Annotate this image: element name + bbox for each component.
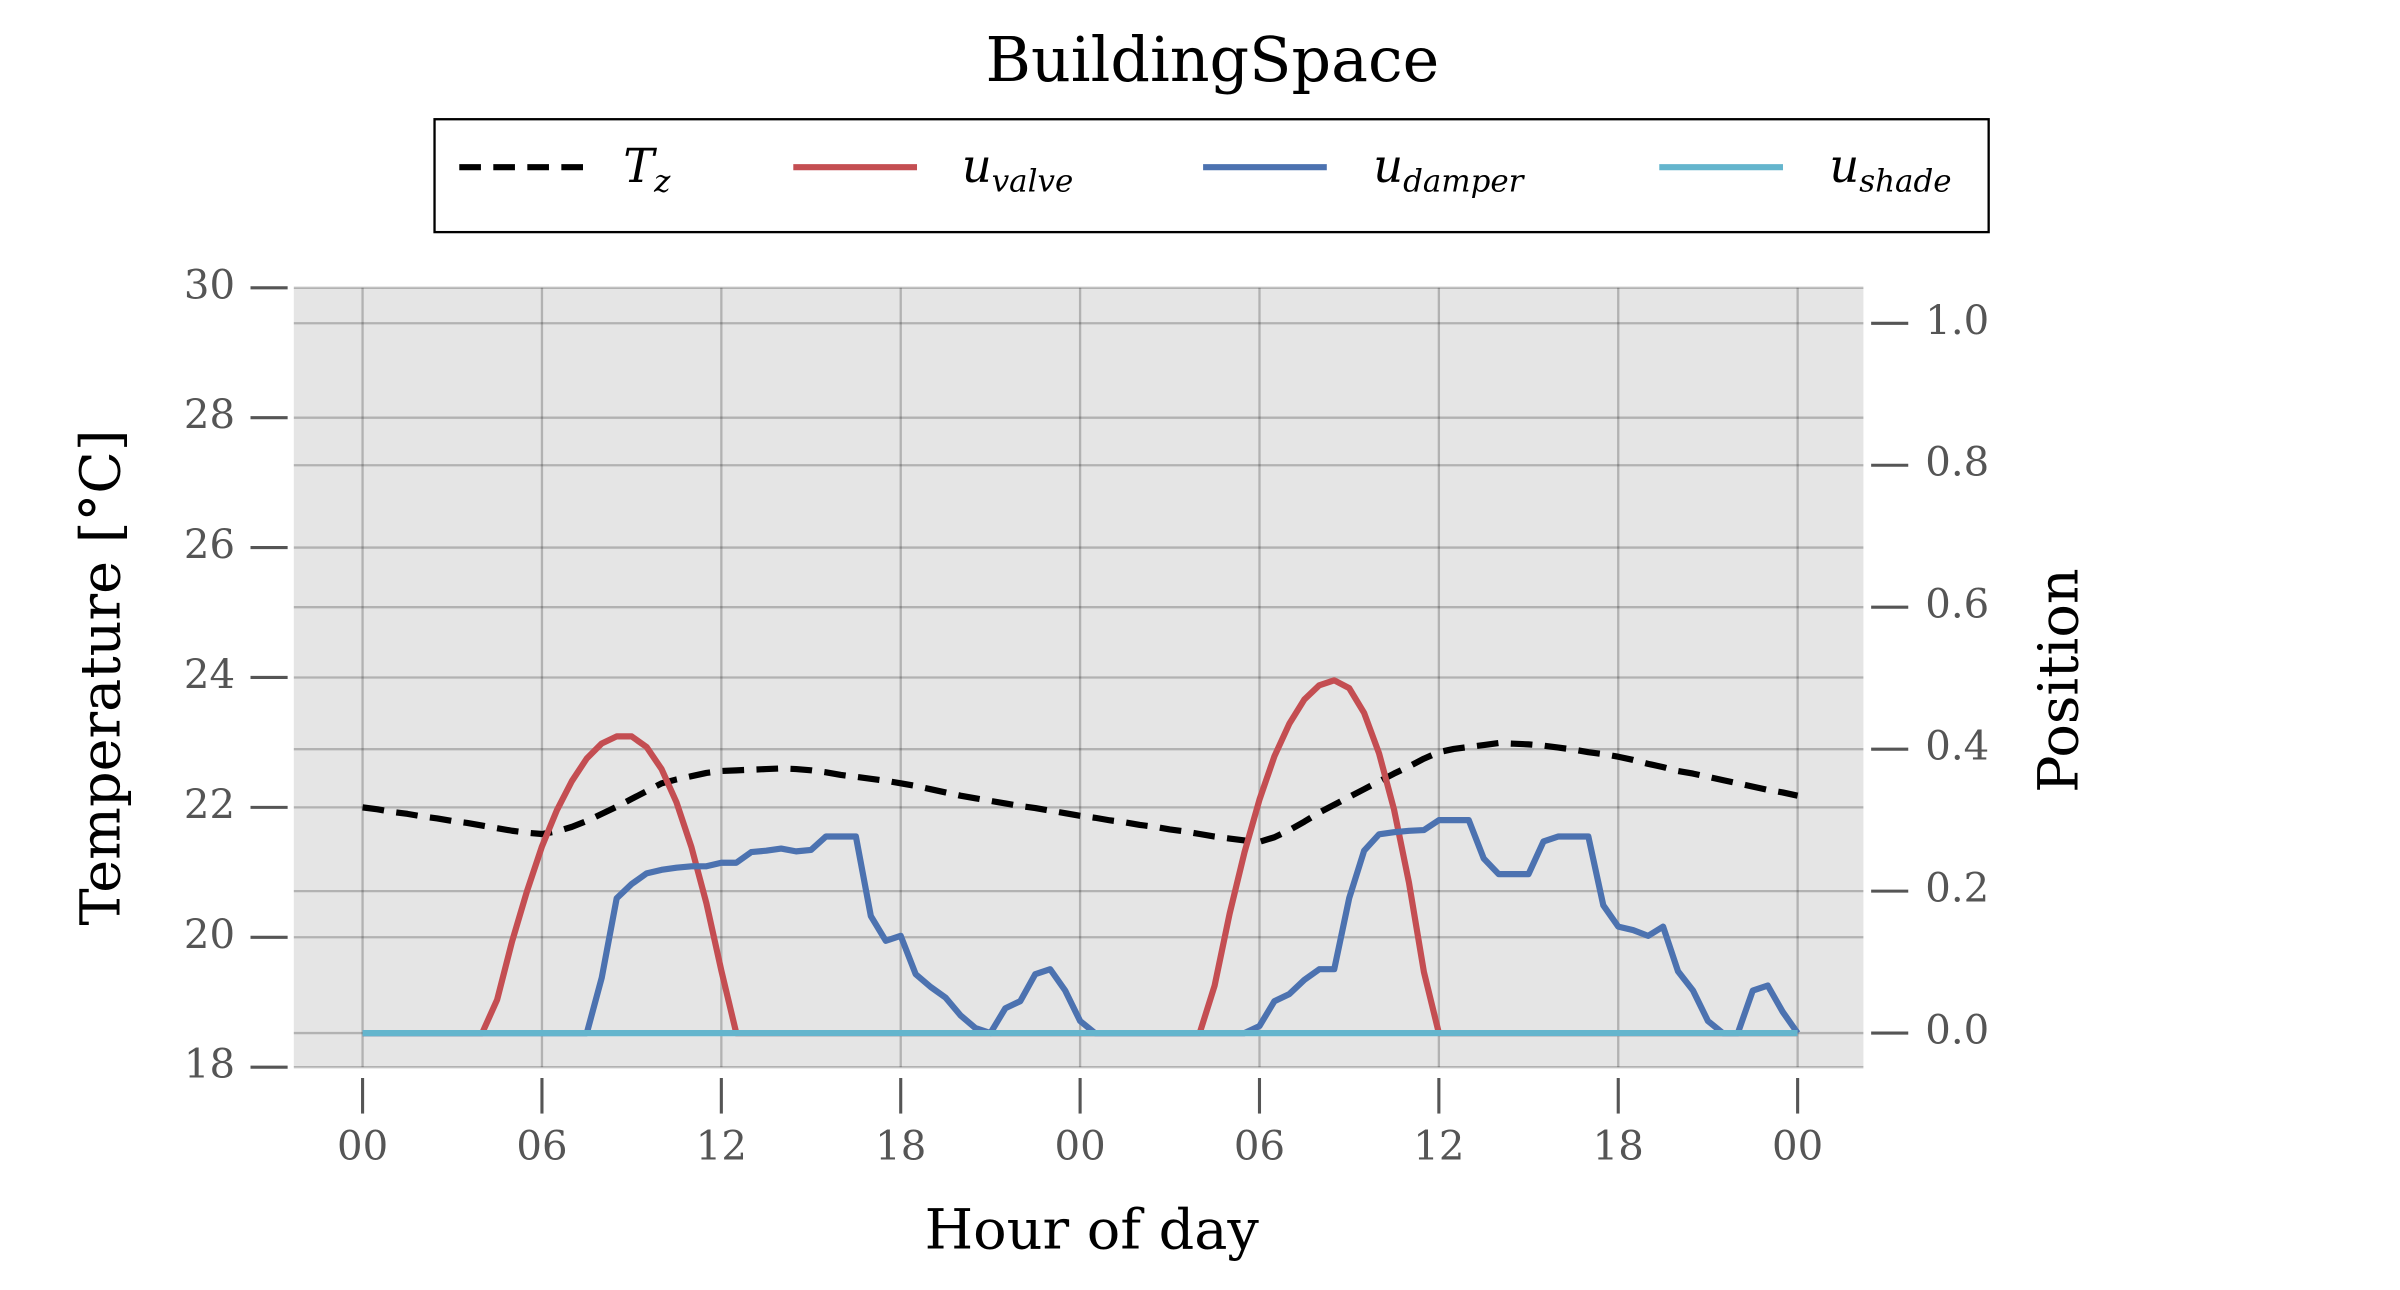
y2-tick-label: 1.0 <box>1925 298 1989 344</box>
y-tick-label: 26 <box>184 522 235 568</box>
x-tick-label: 12 <box>696 1124 747 1170</box>
y-tick-label: 28 <box>184 392 235 438</box>
y2-tick-label: 0.4 <box>1925 724 1989 770</box>
legend-box <box>433 118 1990 234</box>
x-tick-label: 12 <box>1413 1124 1464 1170</box>
x-tick-label: 00 <box>1055 1124 1106 1170</box>
chart-title: BuildingSpace <box>986 24 1440 96</box>
grid <box>293 286 1864 1069</box>
x-tick-label: 00 <box>337 1124 388 1170</box>
y-tick-label: 30 <box>184 262 235 308</box>
y2-tick-label: 0.0 <box>1925 1008 1989 1054</box>
series-line <box>362 817 1801 1037</box>
legend: Tz uvalve udamper ushade <box>433 118 1990 234</box>
y2-tick-label: 0.6 <box>1925 582 1989 628</box>
y-tick-label: 24 <box>184 652 235 698</box>
legend-label: ushade <box>1829 139 1951 199</box>
x-tick-label: 00 <box>1772 1124 1823 1170</box>
x-axis-label: Hour of day <box>925 1198 1260 1263</box>
x-tick-label: 06 <box>516 1124 567 1170</box>
series-line <box>362 739 1799 845</box>
plot-background <box>293 287 1864 1068</box>
y-tick-label: 22 <box>184 782 235 828</box>
x-tick-label: 18 <box>1593 1124 1644 1170</box>
y-tick-label: 20 <box>184 912 235 958</box>
y2-tick-label: 0.2 <box>1925 866 1989 912</box>
legend-label: Tz <box>623 139 671 199</box>
y-tick-label: 18 <box>184 1042 235 1088</box>
plot-lines <box>362 677 1801 1037</box>
y-axis-label: Temperature [°C] <box>69 429 134 925</box>
x-tick-label: 06 <box>1234 1124 1285 1170</box>
y2-tick-label: 0.8 <box>1925 440 1989 486</box>
legend-label: udamper <box>1373 139 1525 199</box>
y2-axis-label: Position <box>2026 568 2091 793</box>
legend-label: uvalve <box>962 139 1073 199</box>
x-tick-label: 18 <box>875 1124 926 1170</box>
